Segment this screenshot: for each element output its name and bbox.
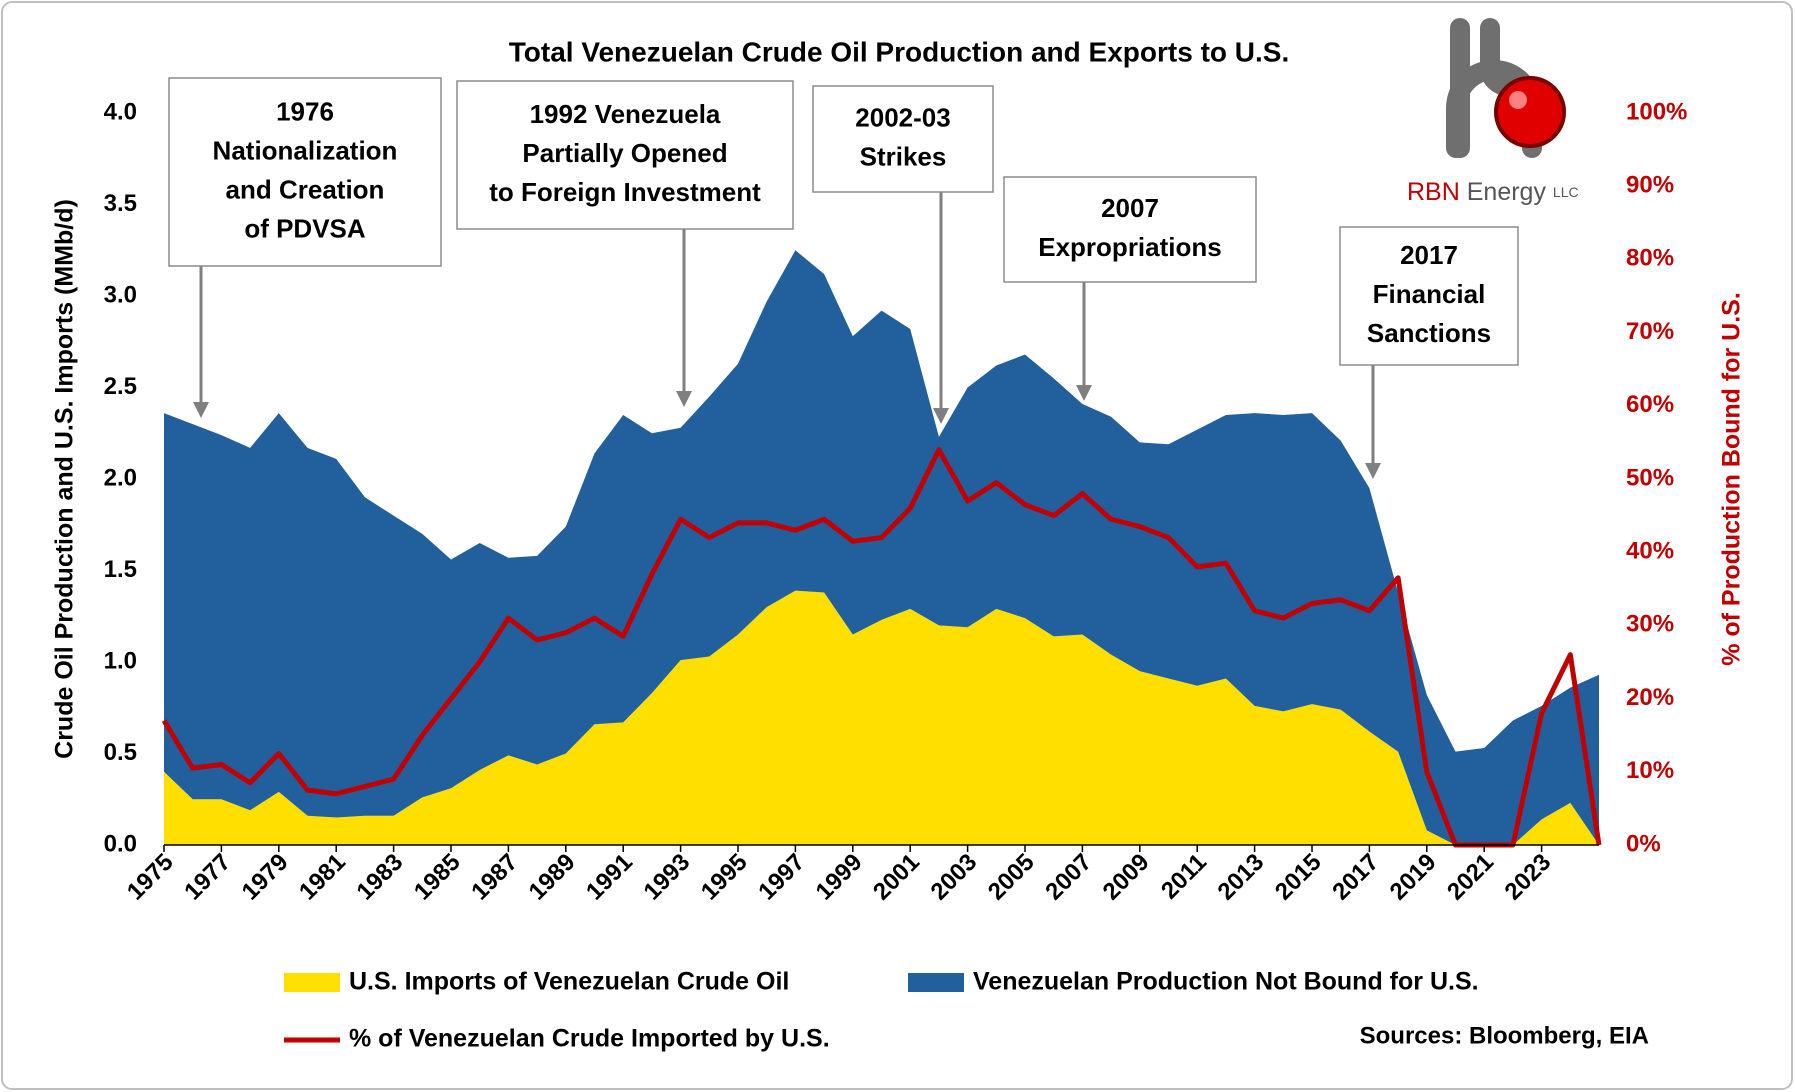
- annotation-arrowhead: [1365, 463, 1381, 479]
- legend-item: U.S. Imports of Venezuelan Crude Oil: [284, 968, 789, 996]
- annotation-text: Nationalization: [213, 135, 398, 165]
- legend-label: U.S. Imports of Venezuelan Crude Oil: [349, 968, 789, 996]
- y2-tick-label: 40%: [1626, 538, 1674, 565]
- area: [164, 250, 1599, 845]
- y2-tick-label: 100%: [1626, 98, 1687, 125]
- annotation-arrowhead: [676, 391, 692, 407]
- y2-tick-label: 80%: [1626, 245, 1674, 272]
- annotation-box: [1339, 226, 1519, 366]
- plot-area: [161, 250, 1602, 848]
- legend-item: % of Venezuelan Crude Imported by U.S.: [284, 1025, 830, 1053]
- logo-word: Energy: [1467, 178, 1547, 206]
- y-tick-label: 0.0: [104, 830, 137, 857]
- y2-tick-label: 20%: [1626, 684, 1674, 711]
- line: [161, 447, 1602, 848]
- y2-tick-label: 0%: [1626, 830, 1661, 857]
- y-tick-label: 3.0: [104, 281, 137, 308]
- annotation: 2002-03 Strikes: [812, 85, 994, 424]
- annotation-text: to Foreign Investment: [489, 177, 761, 207]
- y2-tick-label: 30%: [1626, 611, 1674, 638]
- logo-ball: [1494, 76, 1566, 148]
- logo-brand: RBN: [1407, 178, 1460, 206]
- annotation-text: Partially Opened: [522, 138, 727, 168]
- y-tick-label: 2.0: [104, 464, 137, 491]
- annotation-arrowhead: [1076, 385, 1092, 401]
- legend-label: Venezuelan Production Not Bound for U.S.: [973, 968, 1479, 996]
- chart-title: Total Venezuelan Crude Oil Production an…: [509, 36, 1289, 67]
- area: [164, 590, 1599, 845]
- annotation-text: 2007: [1101, 193, 1159, 223]
- y-tick-label: 0.5: [104, 739, 137, 766]
- logo-suffix: LLC: [1553, 184, 1579, 200]
- y-tick-label: 2.5: [104, 373, 137, 400]
- annotation: 2017 Financial Sanctions: [1339, 226, 1519, 479]
- annotation-arrowhead: [933, 408, 949, 424]
- legend-swatch: [284, 973, 340, 992]
- annotation: 2007 Expropriations: [1003, 176, 1257, 401]
- annotation-box: [1003, 176, 1257, 283]
- annotation: 1992 Venezuela Partially Opened to Foreign…: [456, 80, 794, 407]
- annotation-text: of PDVSA: [244, 213, 366, 243]
- annotation-text: Sanctions: [1367, 318, 1491, 348]
- y-tick-label: 1.5: [104, 556, 137, 583]
- y2-tick-label: 70%: [1626, 318, 1674, 345]
- legend-item: Venezuelan Production Not Bound for U.S.: [908, 968, 1479, 996]
- annotation-text: 1992 Venezuela: [530, 99, 721, 129]
- y-axis-title: Crude Oil Production and U.S. Imports (M…: [51, 199, 79, 759]
- y2-axis-title: % of Production Bound for U.S.: [1718, 292, 1746, 666]
- annotation-text: Expropriations: [1038, 232, 1221, 262]
- annotation-box: [812, 85, 994, 193]
- y-tick-label: 1.0: [104, 647, 137, 674]
- annotation-text: 2002-03: [855, 102, 950, 132]
- logo-highlight: [1509, 91, 1527, 109]
- annotation-text: 2017: [1400, 240, 1458, 270]
- annotation: 1976 Nationalization and Creation of PDVSA: [168, 77, 442, 418]
- y2-tick-label: 50%: [1626, 464, 1674, 491]
- y-tick-label: 3.5: [104, 190, 137, 217]
- y2-tick-label: 90%: [1626, 172, 1674, 199]
- source-note: Sources: Bloomberg, EIA: [1360, 1022, 1649, 1049]
- logo: RBN Energy LLC: [1407, 18, 1579, 206]
- annotation-text: Strikes: [860, 141, 947, 171]
- legend-swatch: [908, 973, 964, 992]
- annotation-text: 1976: [276, 96, 334, 126]
- annotation-arrowhead: [193, 402, 209, 418]
- legend-label: % of Venezuelan Crude Imported by U.S.: [349, 1025, 830, 1053]
- y2-tick-label: 10%: [1626, 757, 1674, 784]
- logo-text: RBN Energy LLC: [1407, 178, 1579, 206]
- annotation-box: [456, 80, 794, 230]
- annotation-text: Financial: [1373, 279, 1486, 309]
- y2-tick-label: 60%: [1626, 391, 1674, 418]
- annotation-box: [168, 77, 442, 267]
- y-tick-label: 4.0: [104, 98, 137, 125]
- annotation-text: and Creation: [226, 174, 385, 204]
